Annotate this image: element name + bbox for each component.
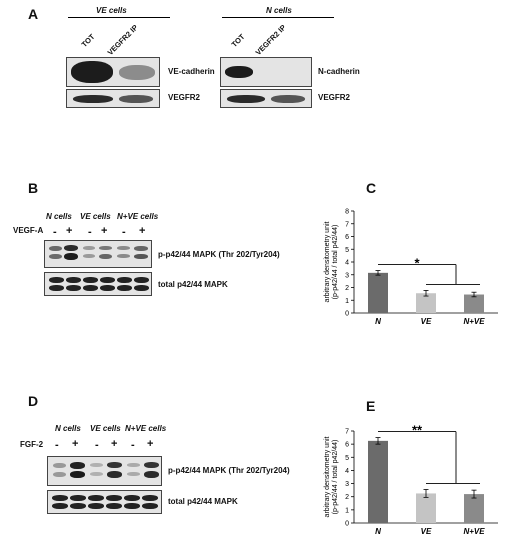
n-lane-ip: VEGFR2 IP	[253, 22, 288, 57]
d-group-ve: VE cells	[90, 424, 121, 433]
category-label: N	[375, 317, 381, 326]
y-tick-label: 1	[345, 298, 349, 305]
category-label: VE	[421, 317, 432, 326]
b-total-blot	[44, 272, 152, 296]
bar	[464, 494, 484, 523]
n-vegfr2-blot	[220, 89, 312, 108]
y-tick-label: 7	[345, 221, 349, 228]
ve-cadherin-blot	[66, 57, 160, 87]
chart-c: 0 1 2 3 4 5 6 7 8 arbitrary densitometry unit (p-p…	[324, 209, 498, 326]
y-tick-label: 3	[345, 272, 349, 279]
y-axis-label: (p-p42/44 / total p42/44)	[332, 225, 339, 300]
b-group-n: N cells	[46, 212, 72, 221]
y-axis-label: arbitrary densitometry unit	[324, 436, 331, 517]
y-tick-label: 4	[345, 260, 349, 267]
n-vegfr2-label: VEGFR2	[318, 93, 351, 102]
y-tick-label: 3	[345, 481, 349, 488]
d-phospho-label: p-p42/44 MAPK (Thr 202/Tyr204)	[168, 466, 290, 475]
significance-marker: **	[412, 425, 423, 438]
y-tick-label: 2	[345, 285, 349, 292]
y-axis-label: arbitrary densitometry unit	[324, 221, 331, 302]
d-sign: -	[95, 439, 99, 451]
ve-vegfr2-label: VEGFR2	[168, 93, 201, 102]
chart-e: 0 1 2 3 4 5 6 7 arbitrary densitometry unit (p-p4…	[324, 425, 498, 536]
ve-cadherin-label: VE-cadherin	[168, 67, 215, 76]
bar	[416, 493, 436, 523]
y-tick-label: 0	[345, 521, 349, 528]
b-sign: +	[139, 225, 146, 237]
category-label: VE	[421, 527, 432, 536]
y-tick-label: 8	[345, 209, 349, 216]
b-sign: +	[66, 225, 73, 237]
panel-a-label: A	[28, 6, 39, 22]
d-sign: +	[147, 438, 154, 450]
bar	[464, 294, 484, 313]
d-group-nve: N+VE cells	[125, 424, 167, 433]
b-group-ve: VE cells	[80, 212, 111, 221]
n-cells-group-label: N cells	[266, 6, 292, 15]
y-tick-label: 6	[345, 442, 349, 449]
n-cadherin-label: N-cadherin	[318, 67, 360, 76]
b-treatment-label: VEGF-A	[13, 226, 44, 235]
n-lane-tot: TOT	[229, 32, 247, 49]
y-tick-label: 2	[345, 494, 349, 501]
y-tick-label: 7	[345, 429, 349, 436]
bar	[416, 293, 436, 313]
d-treatment-label: FGF-2	[20, 440, 44, 449]
n-group-line	[222, 17, 334, 18]
b-phospho-blot	[44, 240, 152, 268]
significance-marker: *	[414, 256, 420, 271]
d-sign: +	[111, 438, 118, 450]
b-sign: -	[122, 226, 126, 238]
y-tick-label: 6	[345, 234, 349, 241]
panel-d-label: D	[28, 393, 39, 409]
d-sign: +	[72, 438, 79, 450]
y-tick-label: 1	[345, 507, 349, 514]
y-tick-label: 5	[345, 455, 349, 462]
ve-vegfr2-blot	[66, 89, 160, 108]
y-tick-label: 0	[345, 311, 349, 318]
panel-b-label: B	[28, 180, 39, 196]
y-tick-label: 5	[345, 247, 349, 254]
d-sign: -	[55, 439, 59, 451]
d-group-n: N cells	[55, 424, 81, 433]
d-total-blot	[47, 490, 162, 514]
d-phospho-blot	[47, 456, 162, 486]
d-sign: -	[131, 439, 135, 451]
b-group-nve: N+VE cells	[117, 212, 159, 221]
b-total-label: total p42/44 MAPK	[158, 280, 228, 289]
category-label: N	[375, 527, 381, 536]
ve-lane-ip: VEGFR2 IP	[105, 22, 140, 57]
ve-cells-group-label: VE cells	[96, 6, 127, 15]
category-label: N+VE	[463, 527, 485, 536]
b-sign: -	[88, 226, 92, 238]
b-phospho-label: p-p42/44 MAPK (Thr 202/Tyr204)	[158, 250, 280, 259]
panel-e-label: E	[366, 398, 376, 414]
category-label: N+VE	[463, 317, 485, 326]
y-tick-label: 4	[345, 468, 349, 475]
y-axis-label: (p-p42/44 / total p42/44)	[332, 440, 339, 515]
d-total-label: total p42/44 MAPK	[168, 497, 238, 506]
n-cadherin-blot	[220, 57, 312, 87]
panel-c-label: C	[366, 180, 377, 196]
b-sign: +	[101, 225, 108, 237]
ve-group-line	[68, 17, 170, 18]
bar	[368, 272, 388, 313]
b-sign: -	[53, 226, 57, 238]
ve-lane-tot: TOT	[79, 32, 97, 49]
bar	[368, 440, 388, 523]
